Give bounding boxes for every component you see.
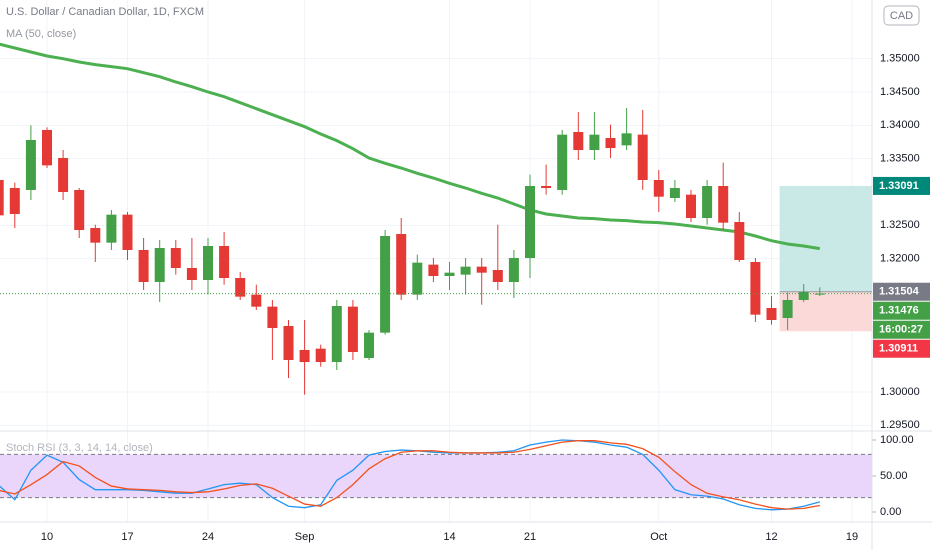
candle-body	[412, 262, 423, 295]
y-tick-label: 1.29500	[880, 419, 920, 431]
candle-body	[283, 326, 294, 360]
currency: CAD	[890, 10, 913, 22]
x-tick-label: 19	[846, 531, 858, 543]
price-tag-label: 1.30911	[879, 343, 918, 355]
candle-body	[154, 248, 165, 282]
price-tag: 1.30911	[873, 339, 930, 358]
price-tag: 1.33091	[873, 176, 930, 195]
candle-body	[734, 222, 745, 260]
pane-title: Stoch RSI (3, 3, 14, 14, close)	[6, 442, 153, 454]
ma-line	[0, 42, 821, 251]
price-tag-box	[873, 301, 930, 320]
candle-body	[653, 180, 664, 197]
price-tag-box	[873, 320, 930, 339]
candle-body	[219, 246, 230, 278]
candle-body	[541, 186, 552, 188]
candle-body	[460, 266, 471, 275]
price-tag: 1.31476	[873, 301, 930, 320]
candle-body	[331, 306, 342, 362]
candle-body	[798, 292, 809, 300]
candle-body	[42, 130, 52, 166]
currency-box	[883, 5, 920, 26]
candle-body	[267, 306, 278, 328]
price-tag: 16:00:27	[873, 320, 930, 339]
candle-body	[605, 138, 616, 148]
candle-body	[0, 180, 4, 216]
price-tag-box	[873, 339, 930, 358]
x-tick-label: 21	[524, 531, 536, 543]
price-tag: 1.31504	[873, 282, 930, 301]
candle-body	[492, 270, 503, 282]
price-tag-box	[873, 282, 930, 301]
candle-body	[525, 186, 535, 258]
y-tick-label: 50.00	[880, 470, 908, 482]
candle-body	[299, 350, 310, 362]
price-tag-label: 1.33091	[879, 180, 919, 192]
y-tick-label: 1.30000	[880, 386, 920, 398]
candle-body	[90, 228, 101, 243]
candle-body	[444, 272, 455, 276]
y-tick-label: 1.32000	[880, 253, 920, 265]
candle-body	[138, 250, 149, 282]
candle-body	[589, 134, 600, 150]
candle-body	[25, 140, 36, 190]
candle-body	[347, 306, 358, 352]
y-tick-label: 0.00	[880, 506, 901, 518]
candle-body	[718, 186, 729, 223]
x-tick-label: Sep	[295, 531, 315, 543]
candle-body	[74, 190, 85, 230]
candle-body	[637, 134, 648, 180]
candle-body	[621, 133, 632, 146]
candle-body	[750, 262, 761, 315]
x-tick-label: 12	[765, 531, 777, 543]
candle-body	[428, 264, 439, 276]
profit-zone	[779, 185, 872, 292]
candle-body	[508, 258, 519, 282]
loss-zone	[779, 291, 872, 332]
candle-body	[396, 234, 407, 295]
candle-body	[686, 194, 696, 218]
candle-body	[170, 248, 181, 268]
y-tick-label: 100.00	[880, 434, 914, 446]
candle-body	[364, 332, 374, 358]
candle-body	[122, 214, 133, 250]
candle-body	[557, 134, 568, 190]
y-tick-label: 1.35000	[880, 53, 920, 65]
price-tag-label: 1.31504	[879, 286, 920, 298]
x-tick-label: Oct	[650, 531, 667, 543]
candle-body	[702, 186, 713, 218]
candle-body	[9, 188, 20, 214]
candle-body	[573, 132, 584, 150]
x-tick-label: 10	[41, 531, 53, 543]
candle-body	[106, 214, 117, 243]
y-tick-label: 1.32500	[880, 219, 920, 231]
candle-body	[782, 300, 793, 318]
candle-body	[814, 293, 825, 295]
stoch-line	[0, 439, 820, 511]
candle-body	[186, 268, 197, 280]
x-tick-label: 24	[202, 531, 214, 543]
candle-body	[203, 246, 213, 280]
candle-body	[766, 308, 777, 320]
chart-title: U.S. Dollar / Canadian Dollar, 1D, FXCM	[6, 6, 204, 18]
candle-body	[251, 294, 262, 307]
candle-body	[58, 158, 69, 192]
stoch-line	[0, 440, 820, 510]
y-tick-label: 1.34500	[880, 86, 920, 98]
price-tag-label: 16:00:27	[879, 324, 923, 336]
candle-body	[476, 266, 487, 273]
y-tick-label: 1.34000	[880, 119, 920, 131]
price-tag-box	[873, 176, 930, 195]
candle-body	[669, 188, 680, 198]
band	[0, 454, 872, 498]
legend-entry: MA (50, close)	[6, 28, 76, 40]
candle-body	[380, 236, 391, 333]
candle-body	[315, 348, 326, 362]
x-tick-label: 14	[443, 531, 455, 543]
candle-body	[235, 278, 246, 297]
price-tag-label: 1.31476	[879, 305, 919, 317]
y-tick-label: 1.33500	[880, 153, 920, 165]
x-tick-label: 17	[121, 531, 133, 543]
